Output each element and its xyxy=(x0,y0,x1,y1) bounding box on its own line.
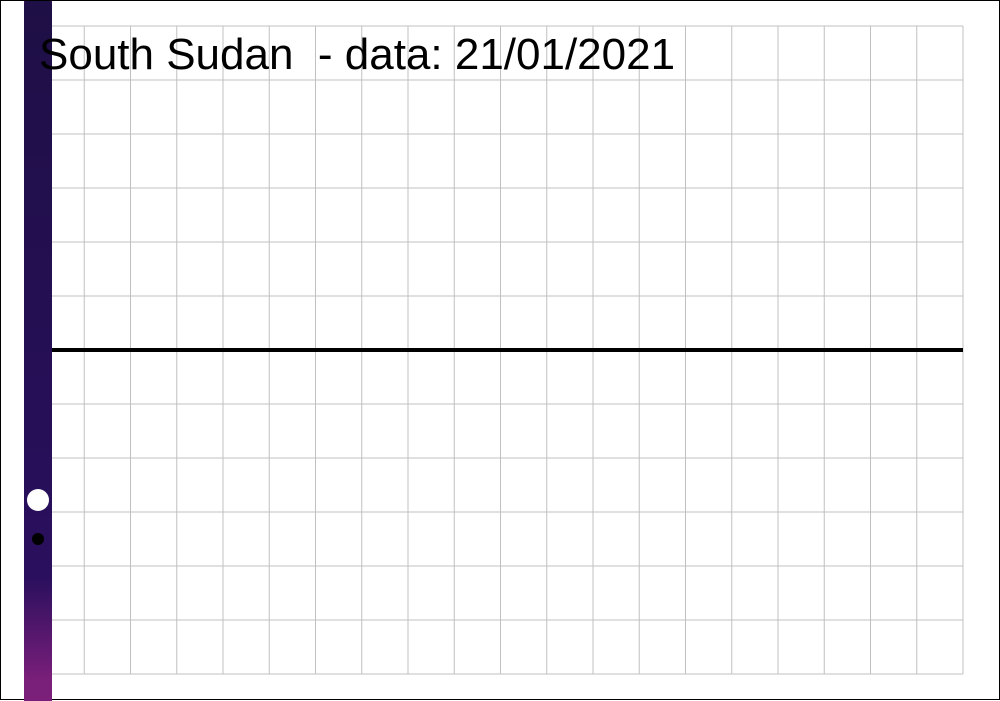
series-marker-small xyxy=(32,533,44,545)
series-bar xyxy=(24,1,52,681)
chart-title: South Sudan - data: 21/01/2021 xyxy=(39,30,676,79)
series-marker-large xyxy=(27,489,49,511)
